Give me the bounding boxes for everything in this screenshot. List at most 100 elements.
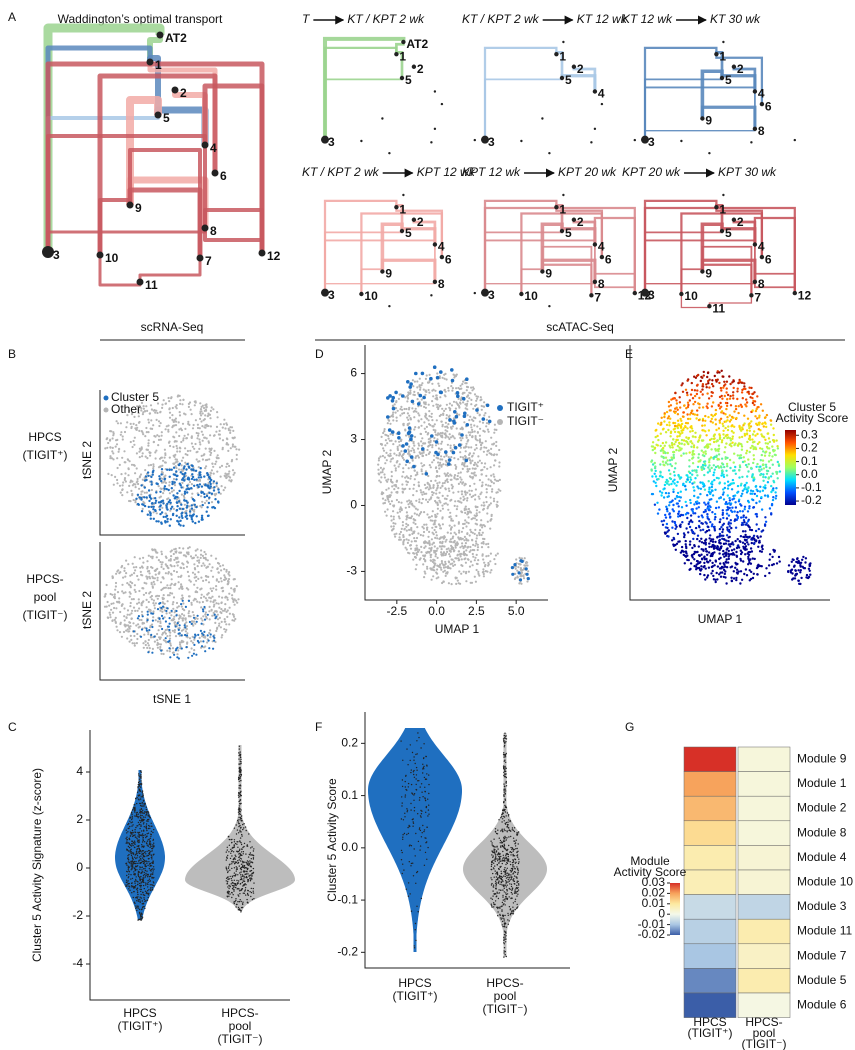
cell-point — [456, 474, 459, 478]
node — [430, 294, 433, 297]
cell-point — [150, 483, 153, 486]
cell-point — [414, 519, 417, 522]
cell-point — [178, 450, 181, 453]
transport-edge — [700, 69, 724, 119]
cell-point — [191, 514, 194, 517]
cell-point — [706, 494, 709, 497]
section-title: scATAC-Seq — [546, 320, 614, 334]
cell-point — [412, 521, 415, 524]
transport-edge — [484, 239, 596, 293]
cell-point — [143, 504, 147, 508]
axis — [99, 390, 245, 536]
cell-point — [211, 462, 214, 465]
cell-point — [717, 444, 721, 447]
cell-point — [391, 395, 396, 400]
cell-point — [190, 496, 193, 499]
cell-point — [449, 426, 453, 429]
cell-point — [465, 389, 468, 392]
cell-point — [135, 497, 138, 500]
cell-point — [437, 464, 440, 467]
cell-point — [140, 618, 143, 622]
cell-point — [132, 606, 136, 609]
cell-point — [112, 434, 115, 437]
cell-point — [672, 410, 676, 413]
cell-point — [467, 507, 470, 511]
cell-point — [668, 424, 671, 427]
node-label: 7 — [205, 254, 212, 268]
cell-point — [479, 524, 482, 527]
cell-point — [170, 614, 173, 617]
cell-point — [184, 630, 187, 633]
cell-point — [201, 518, 204, 521]
cell-point — [684, 388, 688, 391]
cell-point — [478, 529, 482, 532]
cell-point — [413, 537, 416, 540]
cell-point — [402, 467, 405, 470]
cell-point — [684, 421, 688, 425]
cell-point — [475, 542, 478, 545]
cell-point — [418, 414, 421, 417]
cell-point — [467, 446, 470, 449]
cell-point — [431, 543, 434, 546]
node — [473, 291, 476, 295]
transport-edge — [46, 134, 207, 252]
cell-point — [726, 494, 729, 497]
cell-point — [473, 430, 476, 433]
cell-point — [166, 517, 169, 521]
cell-point — [472, 419, 475, 422]
cell-point — [490, 513, 493, 516]
cell-point — [193, 508, 196, 511]
cell-point — [212, 587, 215, 590]
cell-point — [452, 541, 455, 544]
cell-point — [669, 409, 672, 412]
cell-point — [386, 442, 389, 445]
cell-point — [216, 626, 219, 629]
cell-point — [669, 515, 672, 518]
cell-point — [475, 463, 478, 466]
cell-point — [155, 556, 158, 559]
cell-point — [697, 460, 700, 463]
cell-point — [409, 417, 412, 420]
cell-point — [206, 593, 209, 596]
cell-point — [661, 460, 665, 463]
cell-point — [459, 481, 462, 484]
cell-point — [161, 464, 164, 467]
cell-point — [202, 579, 205, 583]
cell-point — [436, 568, 439, 571]
cell-point — [683, 535, 686, 539]
cell-point — [389, 502, 392, 506]
cell-point — [176, 447, 179, 450]
cell-point — [442, 580, 445, 583]
cell-point — [377, 457, 381, 460]
cell-point — [486, 520, 489, 523]
cell-point — [459, 398, 462, 402]
cell-point — [518, 563, 521, 566]
cell-point — [487, 563, 490, 566]
cell-point — [219, 626, 222, 629]
cell-point — [459, 552, 463, 556]
cell-point — [111, 576, 114, 579]
cell-point — [176, 474, 179, 477]
cell-point — [133, 436, 136, 439]
y-tick-label: 0 — [350, 498, 357, 512]
cell-point — [467, 516, 470, 519]
cell-point — [184, 461, 187, 464]
cell-point — [447, 456, 450, 459]
cell-point — [164, 453, 167, 457]
cell-point — [184, 605, 187, 609]
cell-point — [209, 453, 212, 457]
cell-point — [449, 478, 452, 481]
cell-point — [429, 437, 432, 440]
cell-point — [709, 520, 712, 524]
cell-point — [168, 484, 171, 487]
row-label: (TIGIT⁺) — [23, 448, 68, 462]
cell-point — [742, 387, 745, 391]
cell-point — [128, 640, 131, 643]
cell-point — [203, 492, 206, 496]
cell-point — [196, 450, 199, 453]
cell-point — [772, 481, 776, 484]
cell-point — [154, 499, 158, 502]
cell-point — [395, 498, 398, 502]
cell-point — [711, 421, 714, 424]
